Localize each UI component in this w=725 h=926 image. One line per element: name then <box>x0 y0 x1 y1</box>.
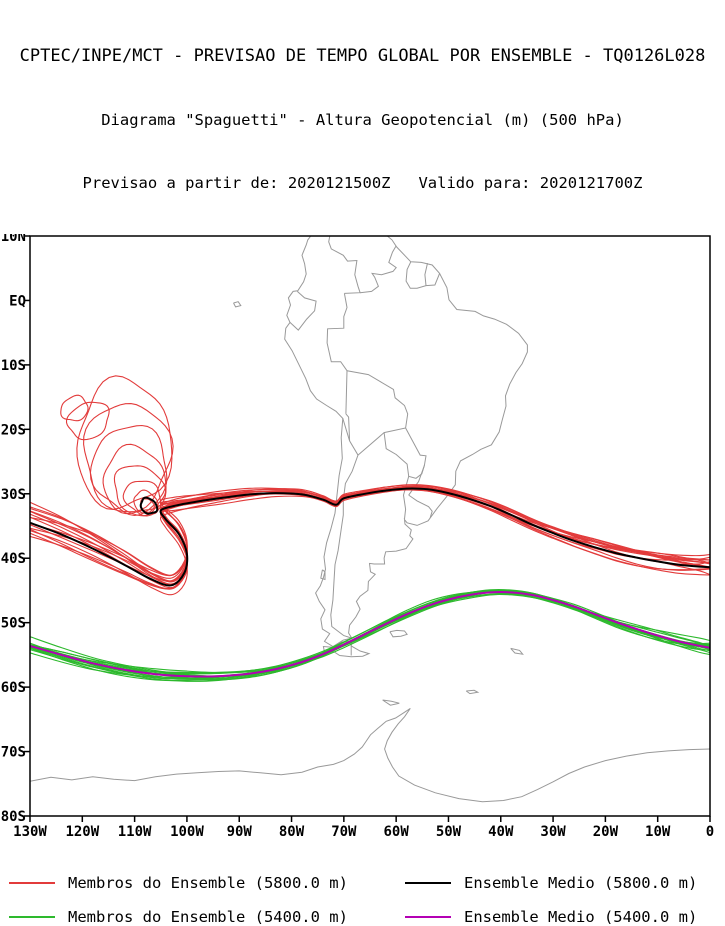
legend-label: Membros do Ensemble (5400.0 m) <box>68 908 348 926</box>
svg-text:40W: 40W <box>488 824 514 840</box>
legend-item-members-5400: Membros do Ensemble (5400.0 m) <box>8 908 404 926</box>
legend-label: Ensemble Medio (5800.0 m) <box>464 874 698 892</box>
basemap-layer <box>30 236 710 803</box>
svg-text:30S: 30S <box>1 487 26 503</box>
svg-text:10W: 10W <box>645 824 671 840</box>
svg-text:20W: 20W <box>593 824 619 840</box>
svg-text:10N: 10N <box>1 234 26 245</box>
legend-label: Ensemble Medio (5400.0 m) <box>464 908 698 926</box>
svg-text:50S: 50S <box>1 616 26 632</box>
svg-text:EQ: EQ <box>9 293 26 309</box>
svg-text:30W: 30W <box>540 824 566 840</box>
svg-text:60W: 60W <box>384 824 410 840</box>
legend-label: Membros do Ensemble (5800.0 m) <box>68 874 348 892</box>
svg-text:80W: 80W <box>279 824 305 840</box>
svg-text:90W: 90W <box>227 824 253 840</box>
contour-level-5400 <box>30 589 710 682</box>
legend-item-members-5800: Membros do Ensemble (5800.0 m) <box>8 874 404 892</box>
svg-text:50W: 50W <box>436 824 462 840</box>
title-line-2: Diagrama "Spaguetti" - Altura Geopotenci… <box>101 111 624 129</box>
legend-item-mean-5800: Ensemble Medio (5800.0 m) <box>404 874 725 892</box>
title-line-1: CPTEC/INPE/MCT - PREVISAO DE TEMPO GLOBA… <box>19 46 706 66</box>
green-members-line-icon <box>9 916 55 918</box>
contour-level-5800 <box>30 375 710 596</box>
svg-text:80S: 80S <box>1 809 26 825</box>
svg-text:70W: 70W <box>331 824 357 840</box>
map-frame <box>29 235 711 817</box>
black-mean-line-icon <box>405 882 451 884</box>
chart-header: CPTEC/INPE/MCT - PREVISAO DE TEMPO GLOBA… <box>0 0 725 234</box>
map-area: 10N EQ 10S 20S 30S 40S 50S 60S 70S 80S 130W 120W 110… <box>0 229 725 848</box>
svg-text:120W: 120W <box>65 824 99 840</box>
legend: Membros do Ensemble (5800.0 m) Ensemble … <box>0 848 725 926</box>
svg-text:130W: 130W <box>13 824 47 840</box>
red-members-line-icon <box>9 882 55 884</box>
svg-text:0: 0 <box>706 824 714 840</box>
svg-text:110W: 110W <box>118 824 152 840</box>
svg-text:100W: 100W <box>170 824 204 840</box>
svg-text:40S: 40S <box>1 551 26 567</box>
svg-text:60S: 60S <box>1 680 26 696</box>
title-line-3: Previsao a partir de: 2020121500Z Valido… <box>82 174 643 192</box>
svg-text:10S: 10S <box>1 358 26 374</box>
svg-text:70S: 70S <box>1 745 26 761</box>
legend-item-mean-5400: Ensemble Medio (5400.0 m) <box>404 908 725 926</box>
svg-text:20S: 20S <box>1 422 26 438</box>
magenta-mean-line-icon <box>405 916 451 918</box>
